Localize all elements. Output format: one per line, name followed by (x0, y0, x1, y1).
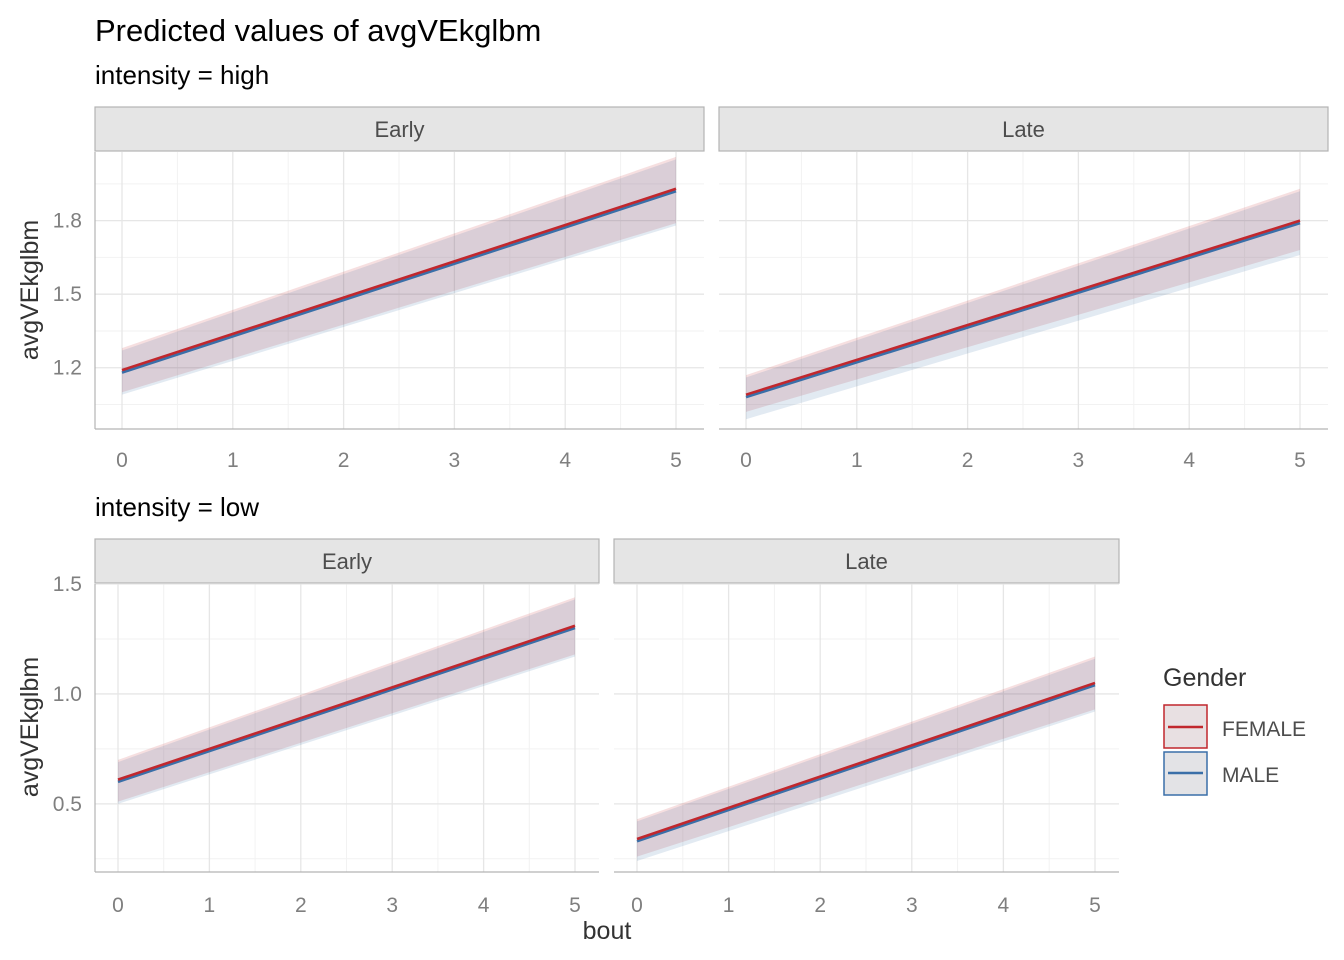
x-tick-label: 1 (204, 894, 216, 917)
x-tick-label: 4 (1183, 449, 1195, 472)
facet-strip (94, 538, 600, 584)
x-tick-label: 4 (478, 894, 490, 917)
confidence-bands (746, 188, 1300, 420)
series-lines (117, 624, 576, 784)
facet-panel-early: Early 0 1 2 3 4 5 (94, 106, 705, 472)
legend-label-female: FEMALE (1222, 718, 1306, 741)
x-tick-label: 1 (851, 449, 863, 472)
x-tick-label: 4 (559, 449, 571, 472)
facet-strip (94, 106, 705, 152)
series-line-female (745, 219, 1301, 396)
x-tick-label: 2 (338, 449, 350, 472)
series-lines (636, 681, 1096, 843)
y-tick-label: 1.2 (53, 357, 82, 380)
facet-strip-label: Late (1002, 117, 1045, 142)
x-tick-label: 5 (1294, 449, 1306, 472)
x-tick-label: 3 (386, 894, 398, 917)
x-tick-label: 2 (962, 449, 974, 472)
facet-panel-late: Late 0 1 2 3 4 5 (718, 106, 1329, 472)
y-tick-labels: 1.2 1.5 1.8 (53, 210, 82, 380)
y-axis-title: avgVEkglbm (16, 657, 44, 797)
facet-panel-early: Early 0 1 2 3 4 5 (94, 538, 600, 917)
series-line-male (745, 221, 1301, 399)
series-line-female (117, 624, 576, 781)
panel-group-low-intensity: intensity = low 0.5 1.0 1.5 avgVEkglbm Ear… (16, 492, 1120, 945)
x-tick-label: 0 (112, 894, 124, 917)
x-tick-label: 2 (295, 894, 307, 917)
series-line-male (117, 626, 576, 784)
series-line-female (636, 681, 1096, 841)
x-axis-title: bout (583, 917, 632, 945)
y-tick-label: 1.8 (53, 210, 82, 233)
facet-strip (613, 538, 1120, 584)
panel-group-label: intensity = low (95, 492, 259, 522)
grid-lines (719, 152, 1328, 429)
series-lines (745, 219, 1301, 399)
facet-panel-late: Late 0 1 2 3 4 5 (613, 538, 1120, 917)
legend-key-female: FEMALE (1163, 704, 1306, 749)
y-tick-label: 1.5 (53, 573, 82, 596)
x-tick-label: 1 (227, 449, 239, 472)
series-line-male (636, 683, 1096, 843)
x-tick-label: 0 (740, 449, 752, 472)
y-tick-label: 1.0 (53, 683, 82, 706)
grid-lines (95, 152, 704, 429)
y-tick-labels: 0.5 1.0 1.5 (53, 573, 82, 816)
ci-band-female (746, 188, 1300, 412)
x-tick-label: 1 (723, 894, 735, 917)
x-tick-labels: 0 1 2 3 4 5 (631, 894, 1101, 917)
facet-strip-label: Late (845, 549, 888, 574)
ci-band-female (118, 597, 575, 802)
ci-band-male (122, 159, 676, 395)
legend-key-male: MALE (1163, 751, 1279, 796)
x-tick-label: 5 (670, 449, 682, 472)
ci-band-male (746, 191, 1300, 420)
confidence-bands (122, 156, 676, 395)
facet-strip (718, 106, 1329, 152)
panel-group-high-intensity: intensity = high 1.2 1.5 1.8 avgVEkglbm Ea… (16, 60, 1329, 472)
x-tick-label: 3 (449, 449, 461, 472)
panel-group-label: intensity = high (95, 60, 269, 90)
legend-title: Gender (1163, 664, 1246, 692)
ci-band-female (122, 156, 676, 393)
x-tick-label: 4 (998, 894, 1010, 917)
x-tick-label: 0 (116, 449, 128, 472)
facet-strip-label: Early (322, 549, 372, 574)
x-tick-labels: 0 1 2 3 4 5 (112, 894, 581, 917)
chart-title: Predicted values of avgVEkglbm (95, 13, 541, 48)
y-tick-label: 1.5 (53, 283, 82, 306)
x-tick-label: 2 (814, 894, 826, 917)
y-tick-label: 0.5 (53, 793, 82, 816)
legend-label-male: MALE (1222, 764, 1279, 787)
legend: Gender FEMALE MALE (1163, 664, 1306, 796)
x-tick-label: 3 (906, 894, 918, 917)
grid-lines (614, 583, 1119, 872)
series-lines (121, 187, 677, 374)
x-tick-label: 5 (569, 894, 581, 917)
x-tick-labels: 0 1 2 3 4 5 (740, 449, 1306, 472)
grid-lines (95, 583, 599, 872)
x-tick-labels: 0 1 2 3 4 5 (116, 449, 682, 472)
series-line-male (121, 189, 677, 374)
x-tick-label: 3 (1073, 449, 1085, 472)
x-tick-label: 5 (1089, 894, 1101, 917)
y-axis-title: avgVEkglbm (16, 220, 44, 360)
ci-band-female (637, 656, 1095, 857)
x-tick-label: 0 (631, 894, 643, 917)
facet-strip-label: Early (374, 117, 424, 142)
series-line-female (121, 187, 677, 372)
